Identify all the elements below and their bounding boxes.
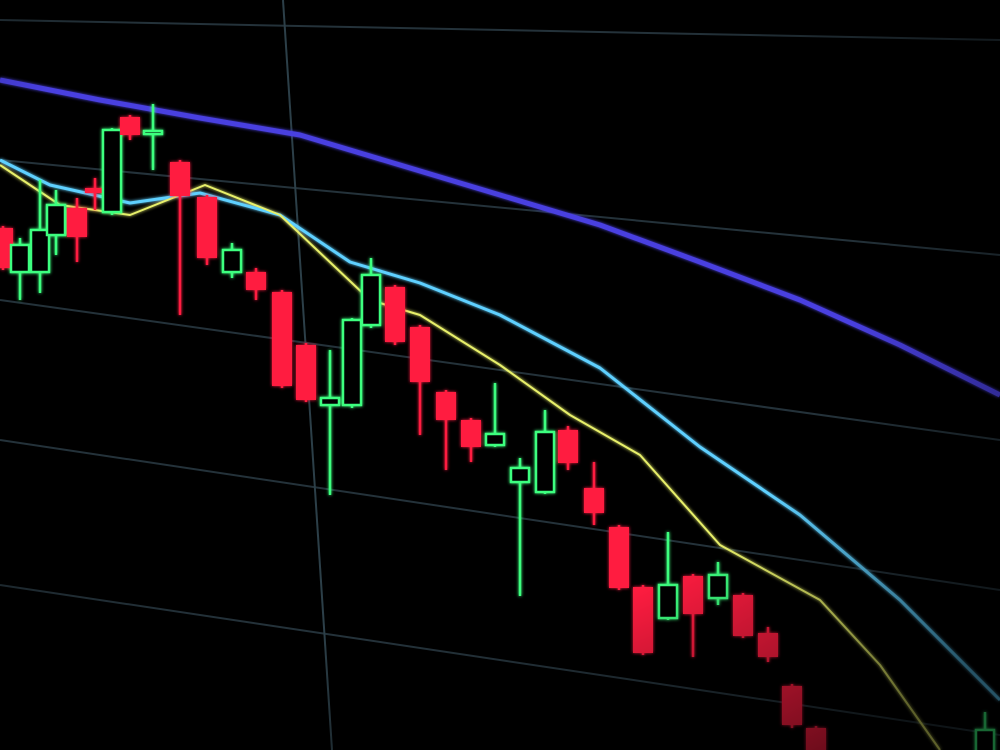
vignette — [0, 0, 1000, 750]
candlestick-chart-photo — [0, 0, 1000, 750]
